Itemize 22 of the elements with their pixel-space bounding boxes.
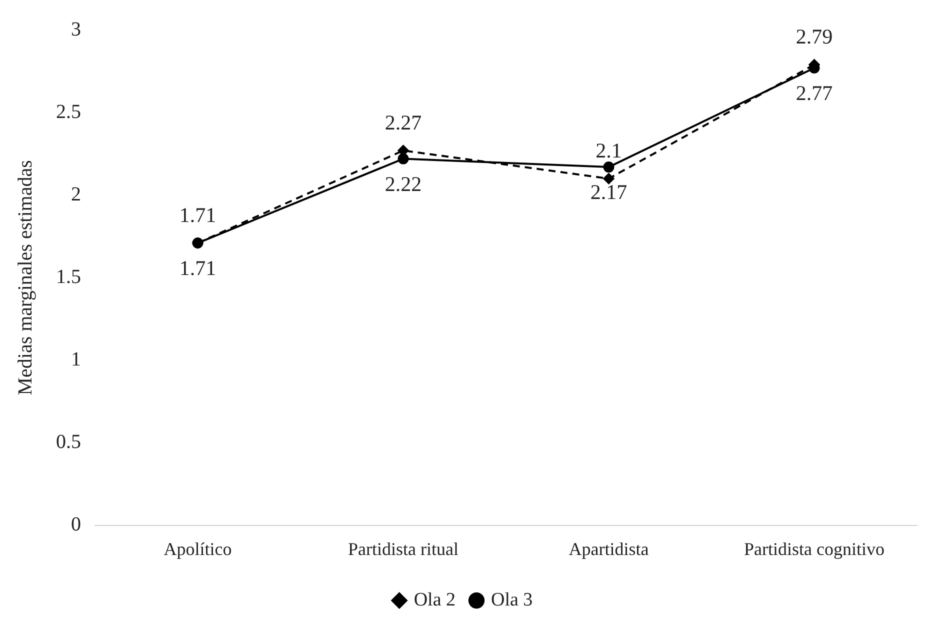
y-tick-label: 1 bbox=[71, 348, 81, 371]
data-label: 2.79 bbox=[796, 24, 833, 49]
y-tick-label: 0.5 bbox=[56, 431, 81, 454]
data-label: 2.1 bbox=[596, 138, 622, 163]
data-label: 2.27 bbox=[384, 110, 422, 135]
legend-label: Ola 2 bbox=[414, 589, 456, 610]
legend-label: Ola 3 bbox=[491, 589, 533, 610]
y-axis-title: Medias marginales estimadas bbox=[14, 160, 36, 396]
data-label: 1.71 bbox=[179, 256, 216, 280]
y-tick-label: 0 bbox=[71, 514, 81, 536]
y-tick-label: 1.5 bbox=[56, 266, 81, 288]
data-label: 2.17 bbox=[590, 180, 628, 204]
data-label: 2.22 bbox=[384, 172, 422, 196]
x-tick-label: Apolítico bbox=[164, 538, 232, 559]
y-tick-label: 2 bbox=[71, 183, 81, 206]
y-tick-label: 3 bbox=[71, 18, 81, 40]
x-tick-label: Partidista cognitivo bbox=[744, 538, 884, 559]
data-label: 2.77 bbox=[796, 80, 833, 105]
y-tick-label: 2.5 bbox=[56, 100, 81, 123]
x-tick-label: Partidista ritual bbox=[348, 538, 458, 559]
x-tick-label: Apartidista bbox=[568, 538, 649, 559]
data-label: 1.71 bbox=[179, 203, 216, 228]
